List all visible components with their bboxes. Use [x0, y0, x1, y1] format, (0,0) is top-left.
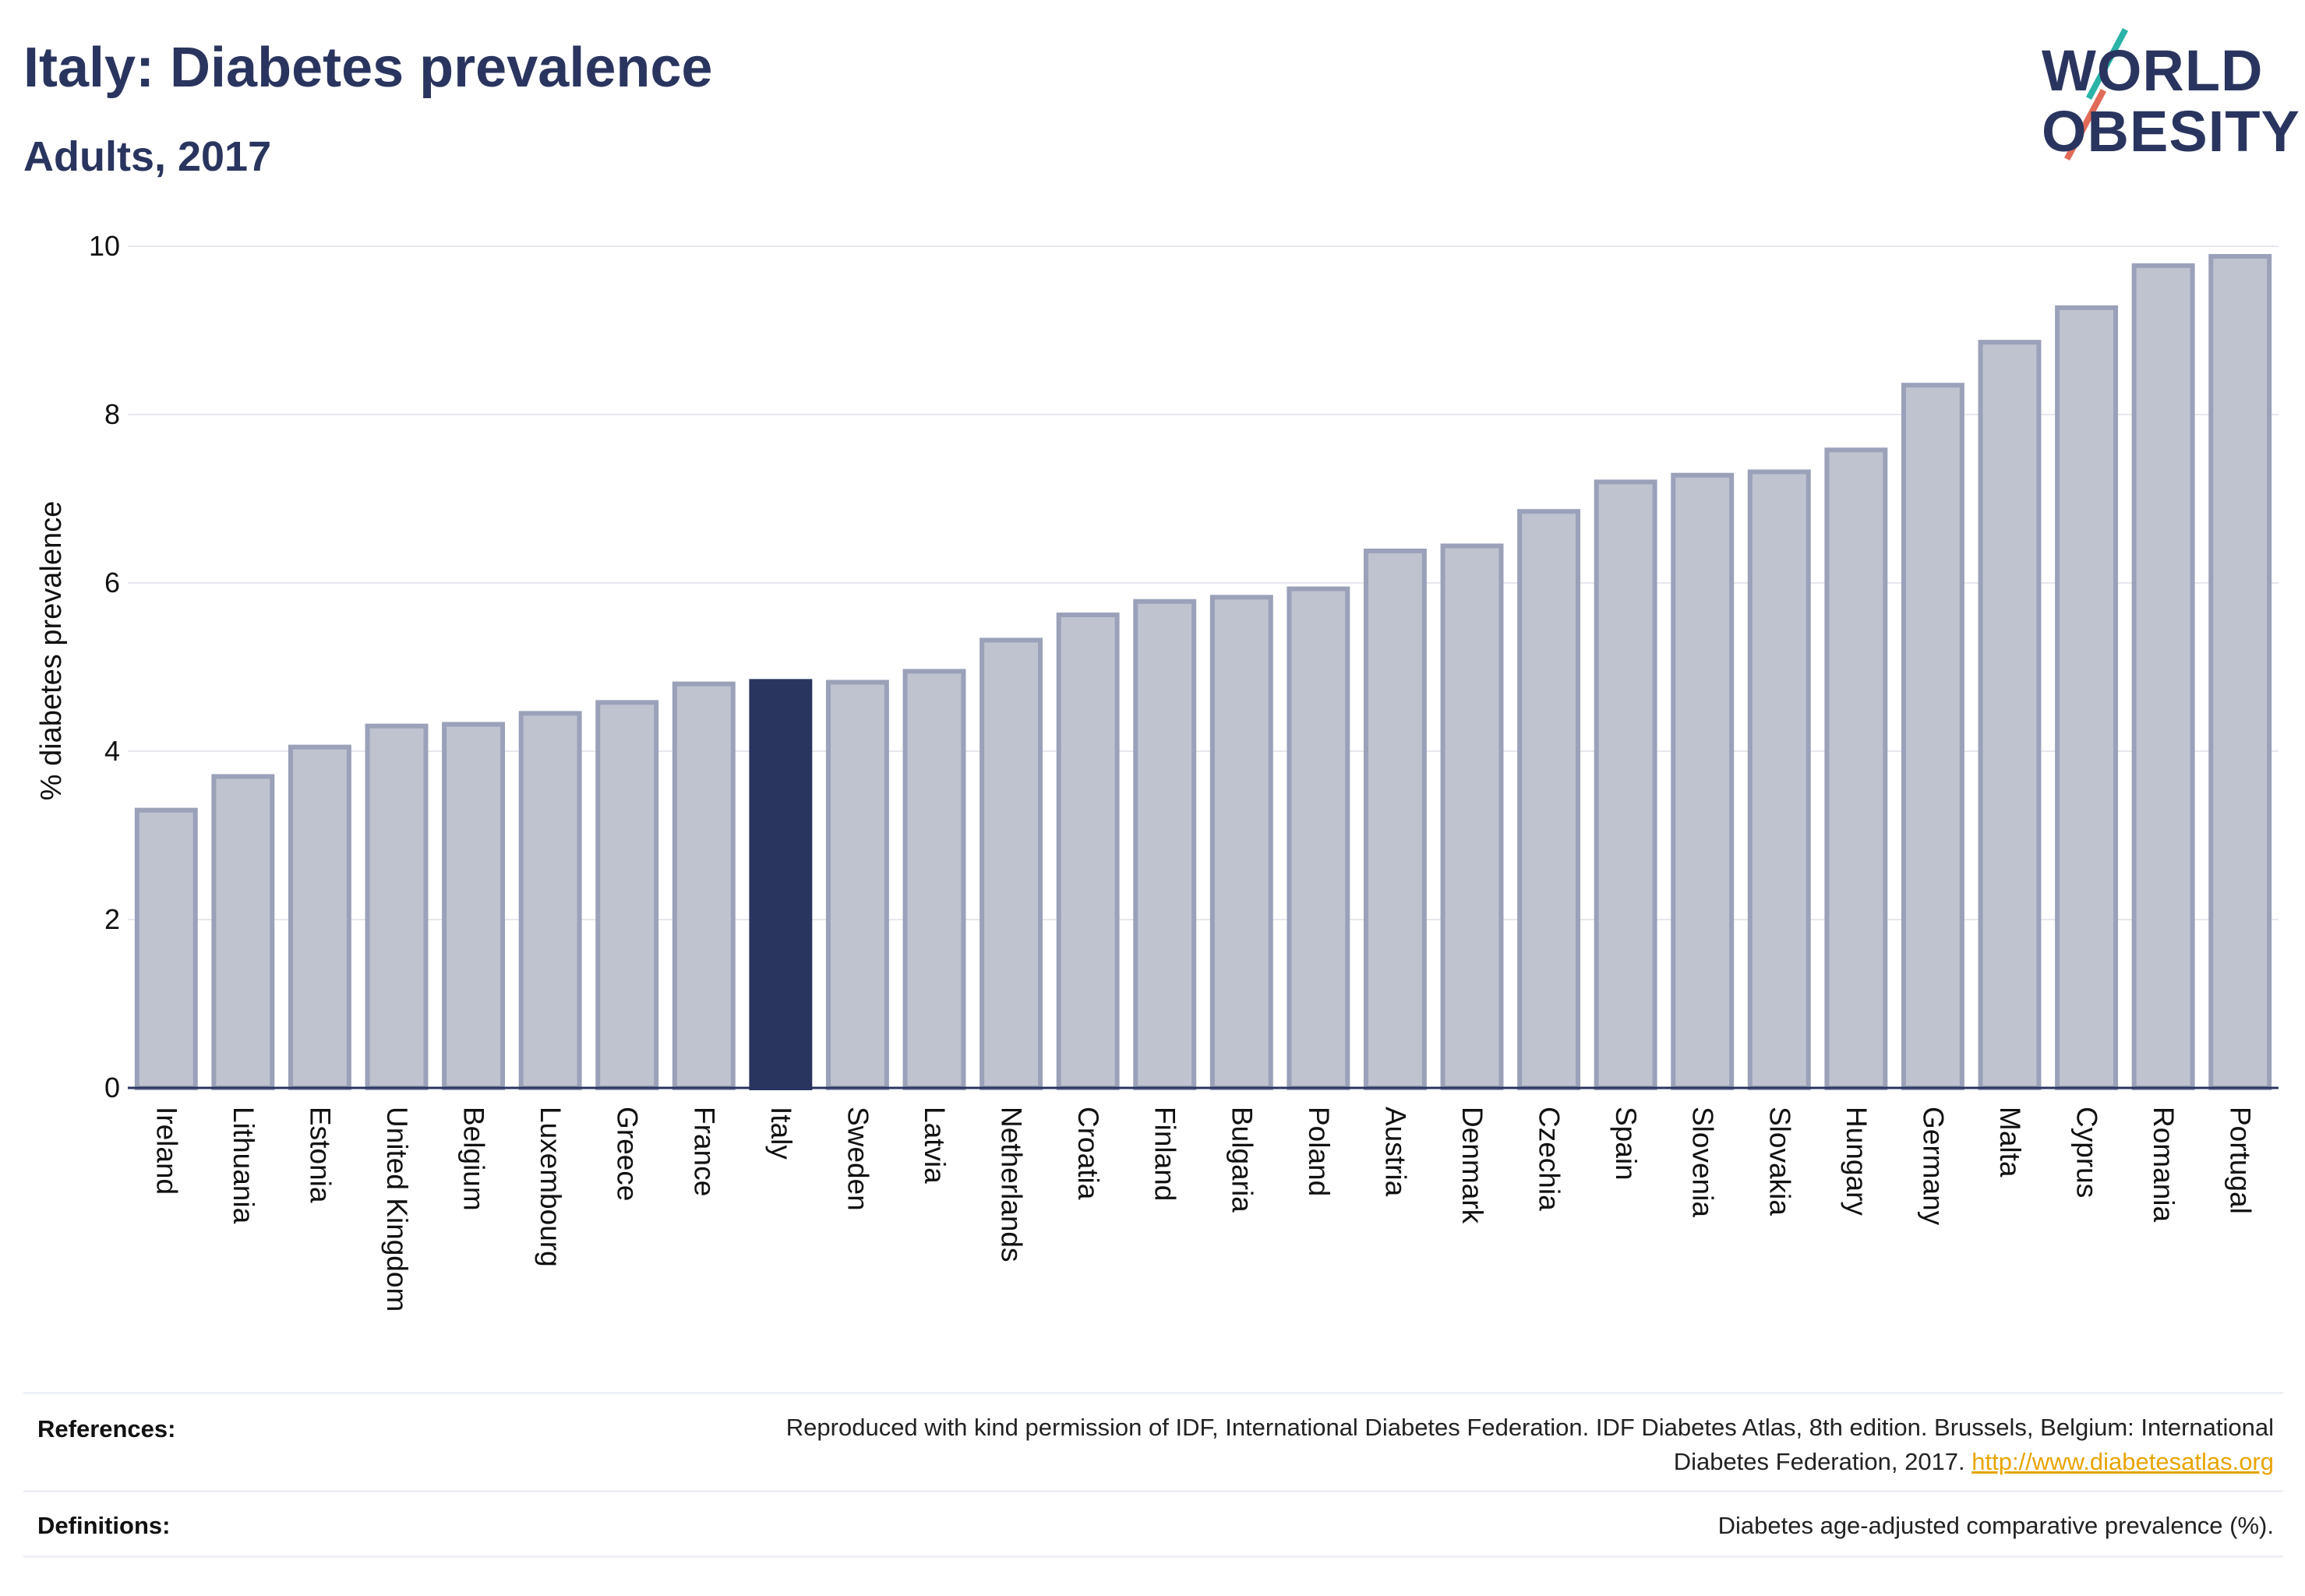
x-tick-label: Sweden — [842, 1107, 874, 1211]
x-tick-label: France — [688, 1107, 720, 1196]
bar-lithuania[interactable] — [211, 774, 275, 1091]
x-tick-label: Denmark — [1456, 1107, 1488, 1224]
bar-bulgaria[interactable] — [1209, 595, 1273, 1090]
bar-greece[interactable] — [595, 700, 659, 1090]
bar-malta[interactable] — [1978, 340, 2042, 1090]
bar-czechia[interactable] — [1517, 509, 1581, 1090]
logo-text-obesity: OBESITY — [2042, 99, 2300, 164]
x-tick-label: Spain — [1610, 1107, 1642, 1181]
bar-slovenia[interactable] — [1671, 472, 1735, 1090]
definitions-text: Diabetes age-adjusted comparative preval… — [1717, 1512, 2274, 1539]
bar-portugal[interactable] — [2208, 253, 2272, 1091]
bar-estonia[interactable] — [288, 744, 351, 1090]
bar-germany[interactable] — [1901, 383, 1964, 1090]
bar-latvia[interactable] — [902, 669, 966, 1090]
x-tick-label: Poland — [1303, 1107, 1335, 1196]
bar-spain[interactable] — [1594, 479, 1657, 1090]
bar-hungary[interactable] — [1824, 447, 1888, 1090]
bar-belgium[interactable] — [442, 722, 506, 1090]
bar-france[interactable] — [672, 681, 736, 1090]
bar-luxembourg[interactable] — [518, 711, 582, 1091]
bar-italy[interactable] — [749, 679, 813, 1090]
x-tick-label: Cyprus — [2071, 1107, 2103, 1198]
y-axis-label: % diabetes prevalence — [35, 501, 68, 800]
x-tick-label: Lithuania — [228, 1107, 259, 1224]
x-tick-label: United Kingdom — [381, 1107, 413, 1312]
bar-ireland[interactable] — [134, 807, 198, 1090]
x-tick-label: Latvia — [919, 1107, 951, 1184]
x-tick-label: Greece — [612, 1107, 644, 1201]
logo-text-world: WORLD — [2042, 38, 2264, 103]
x-tick-label: Belgium — [458, 1107, 490, 1211]
bar-denmark[interactable] — [1440, 543, 1504, 1090]
bar-poland[interactable] — [1287, 586, 1350, 1090]
x-tick-label: Bulgaria — [1226, 1107, 1258, 1213]
x-tick-label: Portugal — [2225, 1107, 2257, 1214]
x-tick-label: Italy — [765, 1107, 797, 1160]
x-tick-label: Croatia — [1072, 1107, 1104, 1200]
x-tick-label: Estonia — [304, 1107, 336, 1203]
x-tick-label: Slovenia — [1687, 1107, 1719, 1217]
footer-divider-bottom — [23, 1555, 2283, 1558]
x-tick-label: Germany — [1917, 1107, 1949, 1226]
x-tick-label: Finland — [1149, 1107, 1181, 1201]
references-body: Reproduced with kind permission of IDF, … — [785, 1414, 2274, 1475]
y-tick-label: 6 — [104, 567, 120, 598]
x-tick-label: Slovakia — [1763, 1107, 1795, 1216]
world-obesity-logo[interactable]: WORLD OBESITY — [2026, 23, 2300, 171]
y-tick-label: 8 — [104, 398, 120, 430]
bar-croatia[interactable] — [1056, 613, 1120, 1090]
bar-romania[interactable] — [2131, 263, 2195, 1091]
footer-divider-top — [23, 1392, 2283, 1394]
x-tick-label: Netherlands — [996, 1107, 1028, 1262]
page-title: Italy: Diabetes prevalence — [23, 37, 713, 99]
bar-sweden[interactable] — [825, 680, 889, 1090]
bar-united-kingdom[interactable] — [365, 723, 429, 1090]
page-subtitle: Adults, 2017 — [23, 133, 272, 180]
x-tick-label: Ireland — [150, 1107, 182, 1195]
x-tick-label: Romania — [2148, 1107, 2180, 1222]
references-text: Reproduced with kind permission of IDF, … — [715, 1411, 2274, 1479]
x-tick-label: Austria — [1379, 1107, 1411, 1197]
footer-divider-middle — [23, 1490, 2283, 1492]
bar-netherlands[interactable] — [980, 637, 1043, 1090]
x-tick-label: Czechia — [1534, 1107, 1565, 1211]
bar-slovakia[interactable] — [1747, 469, 1811, 1090]
references-link[interactable]: http://www.diabetesatlas.org — [1971, 1448, 2274, 1475]
y-tick-label: 10 — [89, 230, 120, 262]
y-tick-label: 4 — [104, 735, 120, 767]
y-tick-label: 0 — [104, 1072, 120, 1103]
bar-finland[interactable] — [1133, 598, 1197, 1090]
y-tick-label: 2 — [104, 903, 120, 935]
references-label: References: — [37, 1415, 176, 1442]
x-tick-label: Luxembourg — [535, 1107, 567, 1267]
axes: 0 2 4 6 8 10 Ireland Lithuania Estonia United Kin… — [89, 230, 2279, 1312]
bar-austria[interactable] — [1363, 548, 1427, 1090]
definitions-label: Definitions: — [37, 1512, 171, 1539]
bars — [134, 253, 2272, 1091]
x-tick-label: Hungary — [1841, 1107, 1873, 1216]
bar-chart: 0 2 4 6 8 10 Ireland Lithuania Estonia United Kin… — [35, 230, 2279, 1312]
x-tick-label: Malta — [1994, 1107, 2026, 1178]
bar-cyprus[interactable] — [2055, 305, 2119, 1090]
